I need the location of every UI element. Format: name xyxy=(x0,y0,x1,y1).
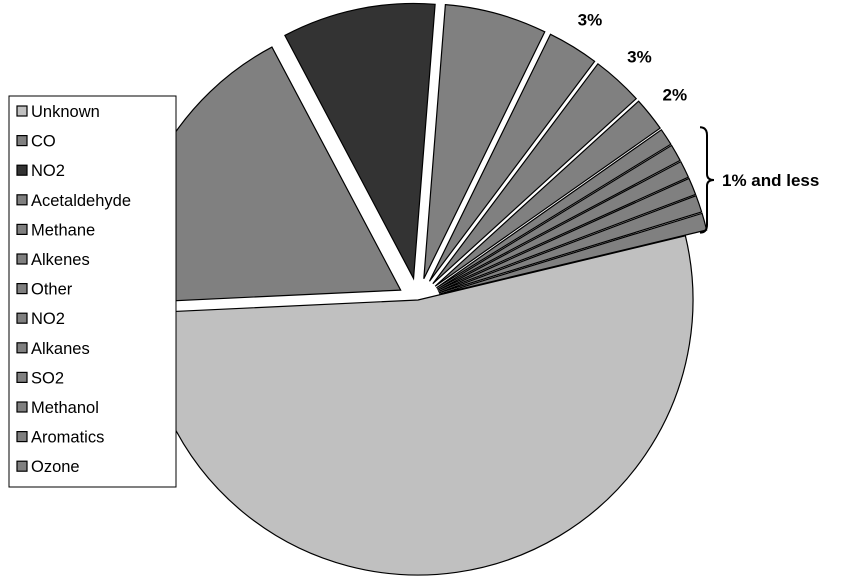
legend-swatch-5 xyxy=(16,253,28,265)
legend-label-3: Acetaldehyde xyxy=(31,192,131,210)
legend-label-9: SO2 xyxy=(31,369,64,387)
legend-label-10: Methanol xyxy=(31,399,99,417)
pie-slice-no2-2 xyxy=(284,2,436,281)
legend-swatch-10 xyxy=(16,401,28,413)
legend-label-11: Aromatics xyxy=(31,429,104,447)
legend-swatch-9 xyxy=(16,371,28,383)
pie-slice-acetaldehyde-3 xyxy=(423,3,546,280)
legend-label-12: Ozone xyxy=(31,458,80,476)
legend: Unknown CO NO2 Acetaldehyde Methane Alkenes Ot… xyxy=(8,95,177,488)
legend-label-6: Other xyxy=(31,281,73,299)
pie-slice-unknown-0 xyxy=(142,235,694,576)
pie-slice-alkenes-5 xyxy=(432,62,638,285)
legend-swatch-1 xyxy=(16,135,28,147)
legend-swatch-0 xyxy=(16,105,28,117)
group-annotation-label: 1% and less xyxy=(722,171,819,190)
legend-swatch-2 xyxy=(16,164,28,176)
legend-swatch-8 xyxy=(16,342,28,354)
legend-label-4: Methane xyxy=(31,221,95,239)
slice-label-4: 3% xyxy=(578,11,603,30)
legend-swatch-12 xyxy=(16,460,28,472)
slice-label-6: 2% xyxy=(663,85,688,104)
pie-slice-aromatics-11 xyxy=(438,194,703,294)
pie-slices xyxy=(125,2,708,576)
legend-label-5: Alkenes xyxy=(31,251,90,269)
group-annotation: 1% and less xyxy=(699,126,819,234)
legend-label-8: Alkanes xyxy=(31,340,90,358)
legend-box xyxy=(8,95,177,488)
legend-label-7: NO2 xyxy=(31,310,65,328)
pie-slice-methanol-10 xyxy=(438,177,697,293)
legend-swatch-7 xyxy=(16,312,28,324)
legend-label-0: Unknown xyxy=(31,103,100,121)
legend-swatch-11 xyxy=(16,431,28,443)
pie-slice-so2-9 xyxy=(437,160,690,291)
legend-label-1: CO xyxy=(31,133,56,151)
pie-slice-alkanes-8 xyxy=(436,144,681,290)
legend-label-2: NO2 xyxy=(31,162,65,180)
legend-swatch-3 xyxy=(16,194,28,206)
pie-slice-methane-4 xyxy=(428,33,596,282)
pie-slice-other-6 xyxy=(434,100,661,287)
legend-swatch-6 xyxy=(16,283,28,295)
curly-brace xyxy=(699,126,715,234)
pie-slice-no2-7 xyxy=(436,128,672,289)
legend-swatch-4 xyxy=(16,223,28,235)
slice-label-5: 3% xyxy=(627,48,652,67)
